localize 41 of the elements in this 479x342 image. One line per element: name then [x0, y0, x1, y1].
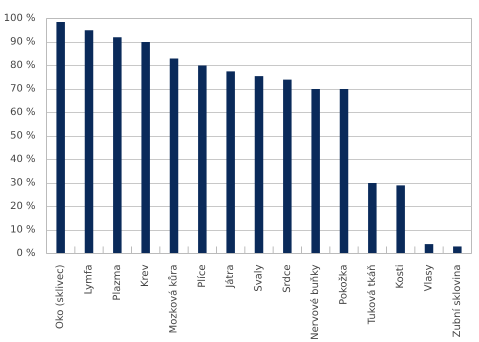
x-tick-label: Nervové buňky	[310, 264, 322, 340]
bar	[368, 183, 377, 254]
y-tick-label: 40 %	[10, 154, 36, 165]
x-tick-label: Zubní sklovina	[452, 264, 463, 338]
bar	[424, 244, 434, 254]
y-tick-label: 0 %	[16, 248, 36, 259]
x-tick-label: Kosti	[395, 264, 406, 289]
y-tick-label: 10 %	[10, 224, 36, 236]
x-tick-label: Oko (sklivec)	[55, 264, 66, 330]
x-tick-label: Plazma	[112, 264, 123, 301]
y-tick-label: 20 %	[10, 201, 36, 212]
y-tick-label: 70 %	[10, 84, 36, 94]
x-tick-label: Tuková tkáň	[366, 264, 378, 326]
x-tick-label: Mozková kůra	[168, 264, 180, 334]
bar	[311, 89, 320, 254]
x-tick-label: Plíce	[196, 264, 208, 288]
x-tick-label: Srdce	[282, 264, 293, 293]
x-tick-label: Krev	[140, 264, 152, 288]
x-tick-label: Játra	[225, 264, 236, 289]
x-tick-label: Pokožka	[338, 264, 350, 305]
y-tick-label: 80 %	[10, 60, 36, 71]
bar	[113, 37, 122, 254]
bar	[396, 185, 405, 254]
bar	[226, 71, 235, 254]
bar	[141, 42, 150, 254]
bar	[453, 246, 462, 254]
x-tick-label: Vlasy	[424, 264, 434, 292]
bar	[283, 80, 292, 254]
y-tick-label: 30 %	[10, 178, 36, 188]
x-tick-label: Lymfa	[84, 264, 94, 294]
bar	[254, 76, 264, 254]
y-tick-label: 50 %	[10, 130, 36, 142]
bar	[56, 22, 65, 254]
bar	[198, 66, 207, 254]
x-tick-label: Svaly	[254, 264, 264, 292]
y-tick-label: 90 %	[10, 36, 36, 48]
y-tick-label: 100 %	[4, 13, 36, 24]
bar	[84, 30, 94, 254]
bar	[170, 58, 178, 254]
bar	[340, 89, 348, 254]
y-tick-label: 60 %	[10, 107, 36, 118]
